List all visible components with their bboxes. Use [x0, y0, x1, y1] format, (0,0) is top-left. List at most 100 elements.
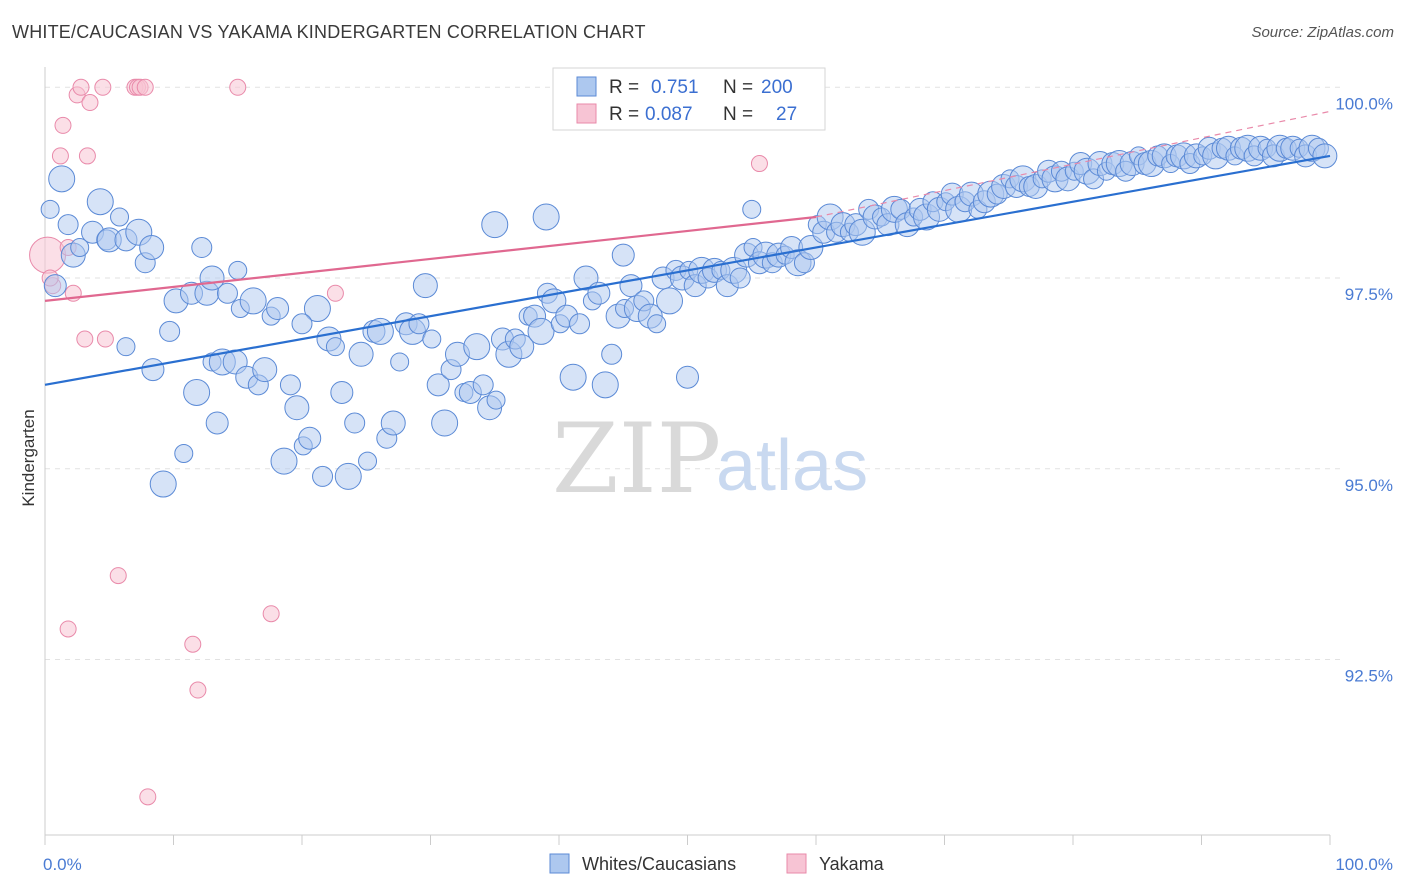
white-point [573, 265, 599, 291]
white-point [191, 236, 213, 258]
y-tick-labels: 92.5% 95.0% 97.5% 100.0% [1335, 94, 1393, 685]
legend-r-value-white: 0.751 [651, 77, 699, 98]
white-point [149, 470, 177, 498]
white-point [139, 234, 165, 260]
y-tick-label-1: 95.0% [1345, 476, 1393, 495]
y-tick-label-2: 97.5% [1345, 285, 1393, 304]
stats-legend: R = 0.751 N = 200 R = 0.087 N = 27 [552, 67, 826, 131]
white-point [532, 203, 560, 231]
bottom-legend-label-white: Whites/Caucasians [582, 854, 736, 874]
bottom-legend-swatch-yakama [786, 853, 807, 874]
white-point [266, 297, 290, 321]
stats-legend-box [552, 67, 826, 131]
white-point [601, 343, 623, 365]
white-point [559, 363, 587, 391]
white-point [199, 265, 225, 291]
bottom-legend-swatch-white [549, 853, 570, 874]
white-point [57, 214, 79, 236]
yakama-point [94, 78, 112, 96]
white-point [40, 199, 60, 219]
white-point [70, 237, 90, 257]
white-point [291, 313, 313, 335]
white-point [486, 390, 506, 410]
white-point [611, 243, 635, 267]
y-tick-label-0: 92.5% [1345, 667, 1393, 686]
white-point [366, 317, 394, 345]
white-point [422, 329, 442, 349]
yakama-point [139, 788, 157, 806]
white-point [380, 410, 406, 436]
x-tick-labels: 0.0% 100.0% [43, 855, 1393, 874]
white-point [591, 371, 619, 399]
chart-title: WHITE/CAUCASIAN VS YAKAMA KINDERGARTEN C… [12, 22, 646, 42]
yakama-point [78, 147, 96, 165]
yakama-trend-line [44, 215, 817, 302]
series-legend: Whites/Caucasians Yakama [549, 853, 885, 874]
white-point [43, 274, 67, 298]
yakama-point [229, 78, 247, 96]
watermark-zip: ZIP [552, 403, 721, 515]
yakama-point [81, 94, 99, 112]
white-point [110, 207, 130, 227]
white-point [141, 358, 165, 382]
axes [44, 67, 1331, 845]
white-point [390, 352, 410, 372]
white-trend-line [44, 154, 1331, 386]
y-tick-label-3: 100.0% [1335, 94, 1393, 113]
white-point [183, 378, 211, 406]
white-point [205, 411, 229, 435]
yakama-point [59, 620, 77, 638]
watermark-atlas: atlas [716, 426, 868, 506]
legend-n-label-white: N = [723, 77, 753, 98]
white-point [86, 188, 114, 216]
legend-r-label-yakama: R = [609, 104, 639, 125]
yakama-point [326, 284, 344, 302]
white-point [303, 295, 331, 323]
white-point [431, 409, 459, 437]
white-point [463, 333, 491, 361]
yakama-point [262, 605, 280, 623]
white-point [647, 314, 667, 334]
white-point [472, 374, 494, 396]
yakama-point [136, 78, 154, 96]
white-point [330, 380, 354, 404]
white-point [228, 260, 248, 280]
yakama-point [750, 155, 768, 173]
white-point [279, 374, 301, 396]
white-point [159, 320, 181, 342]
legend-n-label-yakama: N = [723, 104, 753, 125]
white-point [412, 273, 438, 299]
x-tick-label-0: 0.0% [43, 855, 82, 874]
white-point [358, 451, 378, 471]
white-points [40, 134, 1338, 498]
x-tick-label-1: 100.0% [1335, 855, 1393, 874]
legend-n-value-white: 200 [761, 77, 793, 98]
white-point [742, 199, 762, 219]
white-point [239, 287, 267, 315]
white-point [729, 267, 751, 289]
white-point [426, 373, 450, 397]
yakama-point [96, 330, 114, 348]
y-axis-label: Kindergarten [19, 409, 38, 506]
legend-swatch-yakama [576, 103, 597, 124]
watermark: ZIP atlas [552, 403, 868, 515]
yakama-point [72, 78, 90, 96]
source-label: Source: ZipAtlas.com [1251, 24, 1394, 41]
white-point [116, 337, 136, 357]
white-point [174, 444, 194, 463]
legend-swatch-white [576, 76, 597, 97]
yakama-point [109, 567, 127, 585]
yakama-point [189, 681, 207, 699]
white-point [298, 426, 322, 450]
bottom-legend-label-yakama: Yakama [819, 854, 885, 874]
white-point [270, 447, 298, 475]
white-point [656, 287, 684, 315]
white-point [284, 395, 310, 421]
white-point [344, 412, 366, 434]
white-point [676, 365, 699, 389]
yakama-point [29, 236, 67, 274]
white-point [334, 462, 362, 490]
white-point [312, 465, 334, 487]
legend-r-value-yakama: 0.087 [645, 104, 693, 125]
white-point [481, 211, 509, 239]
